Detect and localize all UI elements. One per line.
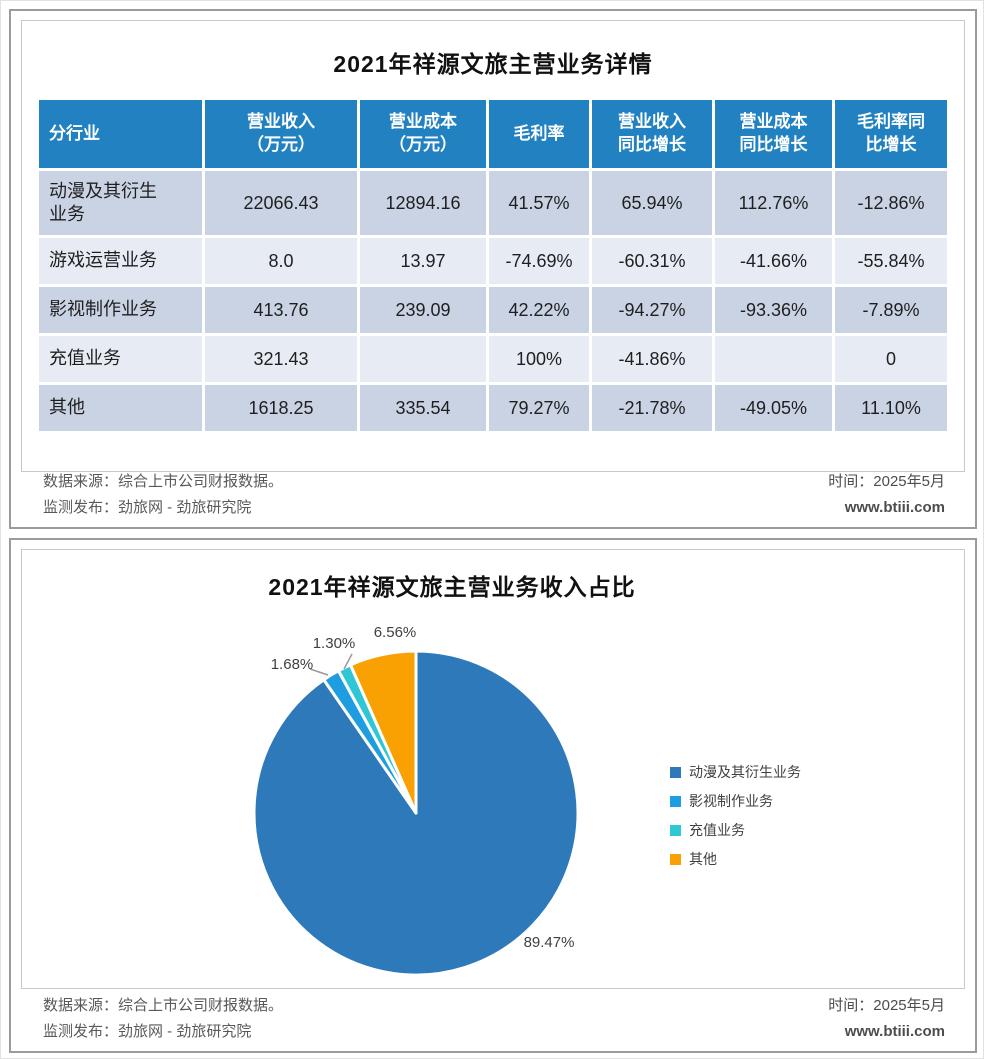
table-row: 影视制作业务 413.76 239.09 42.22% -94.27% -93.36% -7… (39, 287, 947, 333)
publisher-text: 监测发布：劲旅网 - 劲旅研究院 (43, 1023, 252, 1040)
value-cell: 11.10% (835, 385, 947, 431)
value-cell (360, 336, 486, 382)
column-header: 毛利率 (489, 100, 589, 168)
value-cell: 8.0 (205, 238, 357, 284)
label-leader-line (343, 653, 353, 670)
value-cell: 22066.43 (205, 171, 357, 235)
legend-swatch-icon (670, 766, 681, 778)
value-cell: -94.27% (592, 287, 712, 333)
value-cell: -21.78% (592, 385, 712, 431)
value-cell: 413.76 (205, 287, 357, 333)
value-cell: 100% (489, 336, 589, 382)
legend-swatch-icon (670, 824, 681, 836)
website-text: www.btiii.com (844, 1023, 945, 1040)
business-table: 分行业 营业收入 （万元） 营业成本 （万元） 毛利率 营业收入 同比增长 营业成本 同比… (36, 97, 950, 434)
pie-chart-panel: 2021年祥源文旅主营业务收入占比 89.47% 1.68% 1.30% 6.5… (9, 538, 977, 1053)
legend-item: 影视制作业务 (670, 791, 801, 811)
value-cell: -74.69% (489, 238, 589, 284)
value-cell: -41.86% (592, 336, 712, 382)
pie-chart-area: 2021年祥源文旅主营业务收入占比 89.47% 1.68% 1.30% 6.5… (22, 550, 964, 988)
table-row: 动漫及其衍生 业务 22066.43 12894.16 41.57% 65.94% 112… (39, 171, 947, 235)
table-panel-content: 2021年祥源文旅主营业务详情 分行业 营业收入 （万元） 营业成本 （万元） 毛利率… (21, 20, 965, 472)
pie-chart-content: 2021年祥源文旅主营业务收入占比 89.47% 1.68% 1.30% 6.5… (21, 549, 965, 989)
value-cell (715, 336, 832, 382)
industry-cell: 影视制作业务 (39, 287, 202, 333)
table-panel-footer: 数据来源：综合上市公司财报数据。 监测发布：劲旅网 - 劲旅研究院 时间：202… (23, 462, 963, 521)
industry-cell: 充值业务 (39, 336, 202, 382)
table-row: 充值业务 321.43 100% -41.86% 0 (39, 336, 947, 382)
pie-label-film: 1.68% (270, 656, 314, 673)
value-cell: 65.94% (592, 171, 712, 235)
column-header: 营业成本 （万元） (360, 100, 486, 168)
data-source-text: 数据来源：综合上市公司财报数据。 (43, 997, 284, 1014)
legend-swatch-icon (670, 853, 681, 865)
table-panel: 2021年祥源文旅主营业务详情 分行业 营业收入 （万元） 营业成本 （万元） 毛利率… (9, 9, 977, 529)
industry-cell: 动漫及其衍生 业务 (39, 171, 202, 235)
column-header: 营业成本 同比增长 (715, 100, 832, 168)
value-cell: -41.66% (715, 238, 832, 284)
column-header: 分行业 (39, 100, 202, 168)
value-cell: 321.43 (205, 336, 357, 382)
table-row: 其他 1618.25 335.54 79.27% -21.78% -49.05% 11.10… (39, 385, 947, 431)
legend-label: 影视制作业务 (689, 793, 773, 809)
value-cell: -12.86% (835, 171, 947, 235)
table-title: 2021年祥源文旅主营业务详情 (333, 51, 653, 77)
value-cell: -60.31% (592, 238, 712, 284)
column-header: 营业收入 （万元） (205, 100, 357, 168)
pie-chart-title: 2021年祥源文旅主营业务收入占比 (268, 574, 636, 600)
value-cell: -93.36% (715, 287, 832, 333)
value-cell: 13.97 (360, 238, 486, 284)
value-cell: 239.09 (360, 287, 486, 333)
value-cell: 1618.25 (205, 385, 357, 431)
industry-cell: 其他 (39, 385, 202, 431)
value-cell: 0 (835, 336, 947, 382)
legend-label: 充值业务 (689, 822, 745, 838)
value-cell: 42.22% (489, 287, 589, 333)
website-text: www.btiii.com (844, 499, 945, 516)
value-cell: 12894.16 (360, 171, 486, 235)
pie-slice-other (348, 649, 418, 815)
value-cell: -49.05% (715, 385, 832, 431)
report-time-text: 时间：2025年5月 (828, 473, 945, 490)
legend-label: 动漫及其衍生业务 (689, 764, 801, 780)
value-cell: -7.89% (835, 287, 947, 333)
pie-label-recharge: 1.30% (312, 635, 356, 652)
legend-item: 充值业务 (670, 820, 801, 840)
industry-cell: 游戏运营业务 (39, 238, 202, 284)
value-cell: 335.54 (360, 385, 486, 431)
pie-legend: 动漫及其衍生业务 影视制作业务 充值业务其他 (670, 762, 801, 878)
column-header: 营业收入 同比增长 (592, 100, 712, 168)
legend-item: 动漫及其衍生业务 (670, 762, 801, 782)
publisher-text: 监测发布：劲旅网 - 劲旅研究院 (43, 499, 252, 516)
legend-item: 其他 (670, 849, 801, 869)
report-time-text: 时间：2025年5月 (828, 997, 945, 1014)
data-source-text: 数据来源：综合上市公司财报数据。 (43, 473, 284, 490)
value-cell: -55.84% (835, 238, 947, 284)
pie-chart (252, 649, 580, 977)
value-cell: 41.57% (489, 171, 589, 235)
column-header: 毛利率同 比增长 (835, 100, 947, 168)
pie-label-anime: 89.47% (523, 934, 575, 951)
label-leader-line (309, 668, 329, 676)
table-row: 游戏运营业务 8.0 13.97 -74.69% -60.31% -41.66% -55.8… (39, 238, 947, 284)
value-cell: 79.27% (489, 385, 589, 431)
legend-swatch-icon (670, 795, 681, 807)
pie-label-other: 6.56% (373, 624, 417, 641)
value-cell: 112.76% (715, 171, 832, 235)
legend-label: 其他 (689, 851, 717, 867)
pie-panel-footer: 数据来源：综合上市公司财报数据。 监测发布：劲旅网 - 劲旅研究院 时间：202… (23, 986, 963, 1045)
